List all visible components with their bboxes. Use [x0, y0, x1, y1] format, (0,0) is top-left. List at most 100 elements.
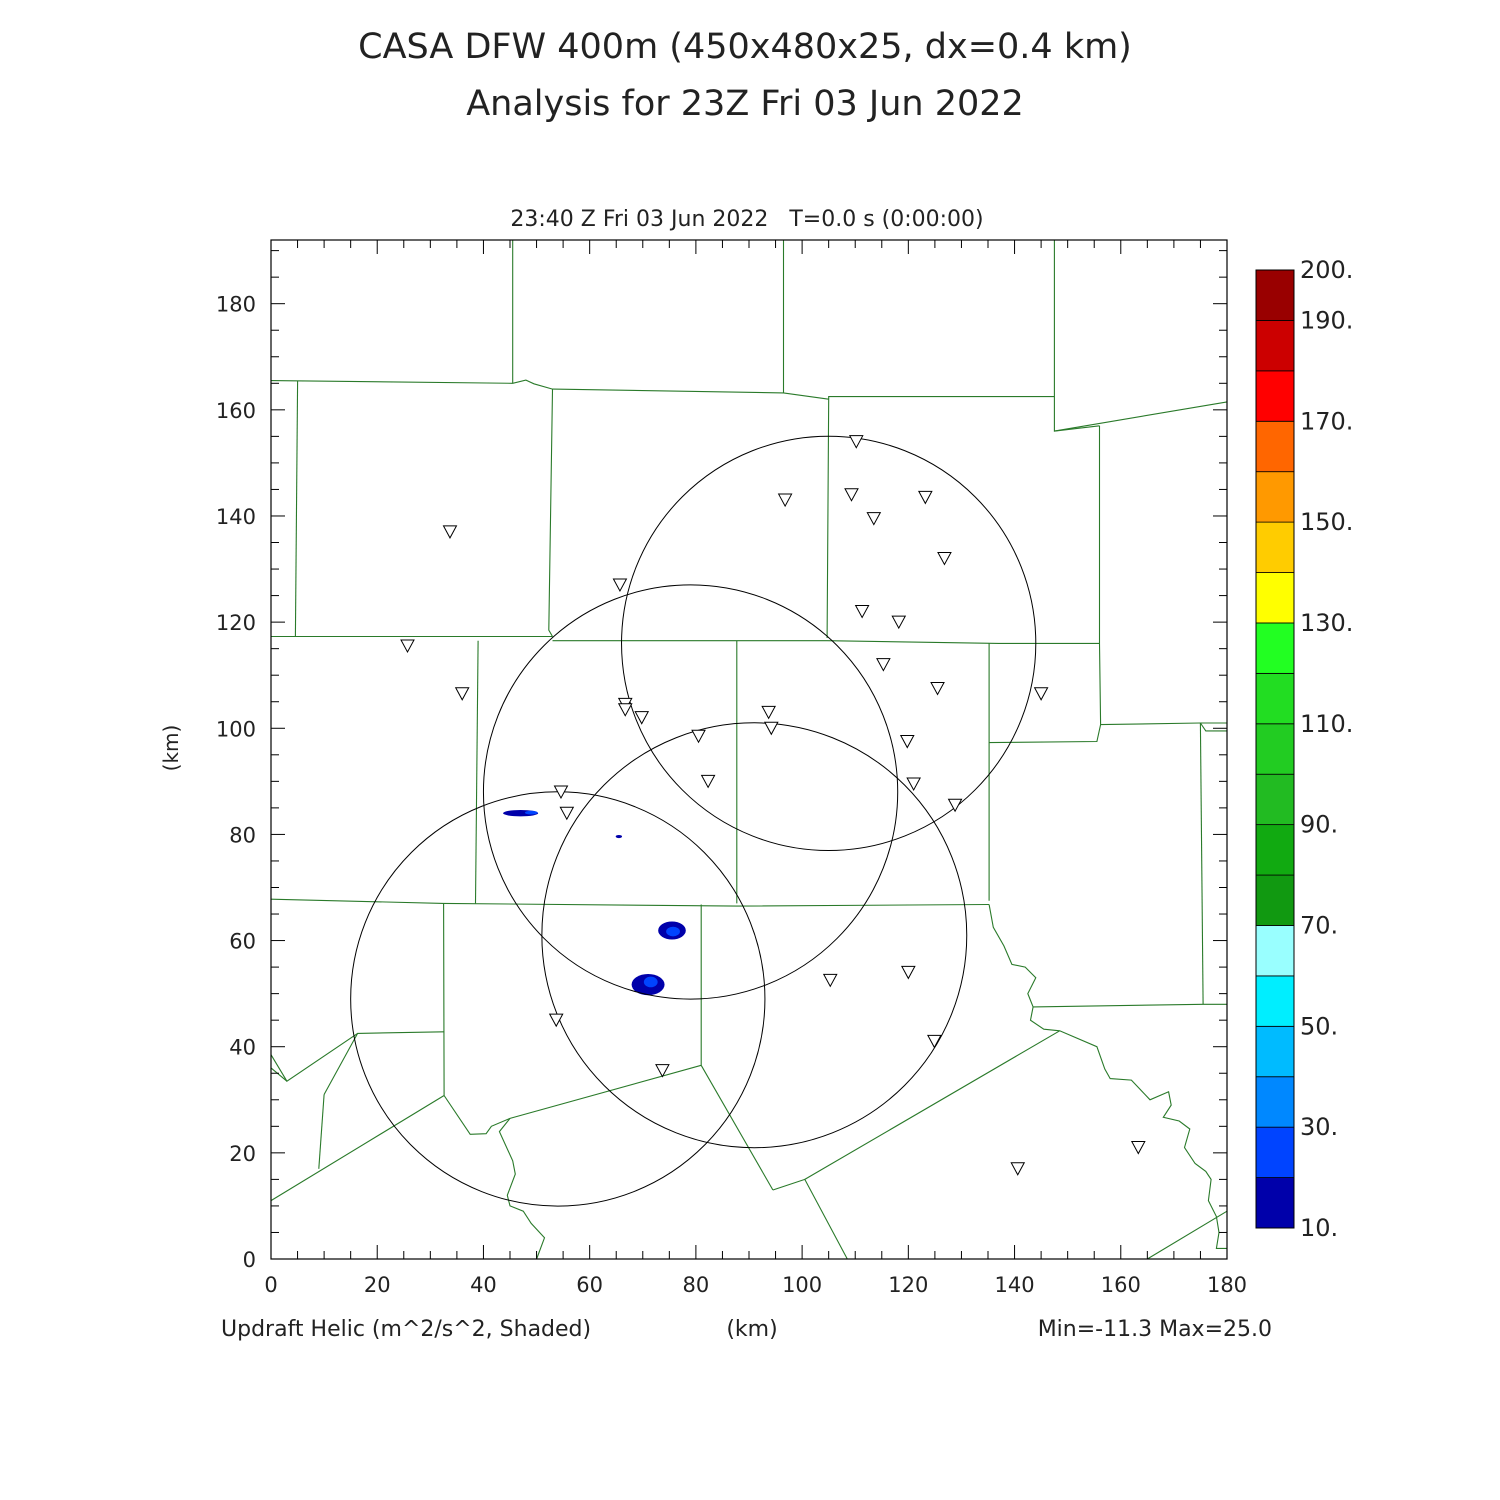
x-tick-label: 40: [470, 1273, 497, 1297]
county-border: [1199, 722, 1227, 732]
colorbar-frame: [1255, 269, 1295, 1229]
y-tick-labels: 0 20 40 60 80 100 120 140 160 180: [216, 293, 256, 1272]
helicity-cell: [643, 976, 658, 988]
station-marker: [454, 687, 470, 701]
station-marker: [1010, 1162, 1026, 1176]
y-tick-label: 120: [216, 611, 256, 635]
station-marker: [612, 578, 628, 593]
colorbar-swatch: [1255, 471, 1295, 523]
station-marker: [548, 1013, 564, 1028]
colorbar-swatch: [1255, 1177, 1295, 1229]
colorbar-swatch: [1255, 925, 1295, 977]
station-marker: [930, 681, 945, 696]
helicity-cell: [666, 926, 680, 937]
station-marker: [891, 615, 907, 630]
county-border: [270, 1067, 288, 1082]
colorbar-swatch: [1255, 572, 1295, 624]
county-border: [1100, 722, 1227, 726]
station-marker: [876, 658, 891, 672]
station-marker: [822, 973, 838, 988]
station-marker: [777, 493, 793, 508]
map-layer: [270, 240, 1228, 1260]
radar-coverage-rings: [350, 435, 1037, 1207]
station-marker: [655, 1064, 670, 1078]
y-tick-label: 140: [216, 505, 256, 529]
station-marker: [691, 729, 706, 744]
county-border: [1147, 1210, 1228, 1260]
x-tick-labels: 0 20 40 60 80 100 120 140 160 180: [264, 1273, 1247, 1297]
station-marker: [927, 1034, 942, 1049]
colorbar-label: 190.: [1300, 306, 1353, 334]
county-border: [270, 1095, 445, 1202]
colorbar-swatch: [1255, 1025, 1295, 1078]
station-marker: [442, 525, 458, 539]
station-marker: [553, 785, 569, 800]
station-marker: [400, 639, 415, 654]
county-border: [1199, 722, 1204, 1005]
county-border: [318, 1094, 325, 1169]
colorbar-label: 90.: [1300, 811, 1338, 839]
station-marker: [761, 705, 776, 720]
radar-ring: [541, 722, 968, 1149]
county-border: [270, 898, 990, 907]
colorbar-swatch: [1255, 320, 1295, 372]
station-marker: [854, 605, 870, 619]
county-border: [498, 1118, 546, 1260]
field-label: Updraft Helic (m^2/s^2, Shaded): [221, 1317, 591, 1342]
station-marker: [937, 551, 952, 566]
colorbar-swatch: [1255, 672, 1295, 725]
plot-subtitle: 23:40 Z Fri 03 Jun 2022 T=0.0 s (0:00:00…: [510, 207, 983, 232]
station-marker: [866, 512, 882, 526]
colorbar-swatch: [1255, 975, 1295, 1027]
helicity-cells: [503, 810, 686, 996]
station-marker: [906, 777, 921, 792]
station-marker: [848, 435, 864, 449]
y-tick-label: 80: [229, 823, 256, 847]
county-border: [548, 389, 554, 637]
station-marker: [917, 490, 933, 505]
y-tick-label: 180: [216, 293, 256, 317]
colorbar-swatch: [1255, 1076, 1295, 1128]
station-marker: [617, 703, 633, 717]
county-border: [323, 1031, 445, 1095]
station-marker: [844, 488, 859, 502]
colorbar: 10. 30. 50. 70. 90. 110. 130. 150. 170. 190. 200.: [1255, 256, 1353, 1242]
station-marker: [634, 711, 650, 725]
county-border: [804, 1030, 1060, 1180]
radar-ring: [621, 435, 1037, 851]
county-border: [772, 1178, 848, 1260]
colorbar-label: 170.: [1300, 407, 1353, 435]
colorbar-swatch: [1255, 1126, 1295, 1178]
colorbar-label: 70.: [1300, 911, 1338, 939]
county-border: [1053, 396, 1100, 432]
y-tick-label: 20: [229, 1142, 256, 1166]
colorbar-label: 130.: [1300, 609, 1353, 637]
station-markers: [400, 435, 1146, 1176]
y-tick-label: 40: [229, 1036, 256, 1060]
helicity-cell: [615, 834, 623, 839]
county-border: [474, 640, 479, 904]
station-marker: [763, 721, 779, 736]
station-marker: [947, 798, 963, 813]
x-axis-label: (km): [726, 1317, 777, 1342]
radar-ring: [482, 584, 899, 1000]
county-border: [826, 240, 1055, 639]
y-tick-label: 160: [216, 399, 256, 423]
colorbar-swatch: [1255, 521, 1295, 573]
station-marker: [559, 806, 575, 821]
station-marker: [899, 735, 915, 749]
x-tick-label: 0: [264, 1273, 277, 1297]
colorbar-label: 10.: [1300, 1214, 1338, 1242]
x-tick-label: 160: [1101, 1273, 1141, 1297]
colorbar-swatch: [1255, 723, 1295, 775]
colorbar-label: 200.: [1300, 256, 1353, 284]
county-border: [270, 379, 829, 400]
x-tick-label: 100: [782, 1273, 822, 1297]
title-line1: CASA DFW 400m (450x480x25, dx=0.4 km): [358, 27, 1132, 67]
county-border: [552, 640, 1100, 644]
x-tick-label: 20: [364, 1273, 391, 1297]
colorbar-label: 50.: [1300, 1012, 1338, 1040]
station-marker: [1033, 687, 1049, 701]
x-tick-label: 60: [576, 1273, 603, 1297]
